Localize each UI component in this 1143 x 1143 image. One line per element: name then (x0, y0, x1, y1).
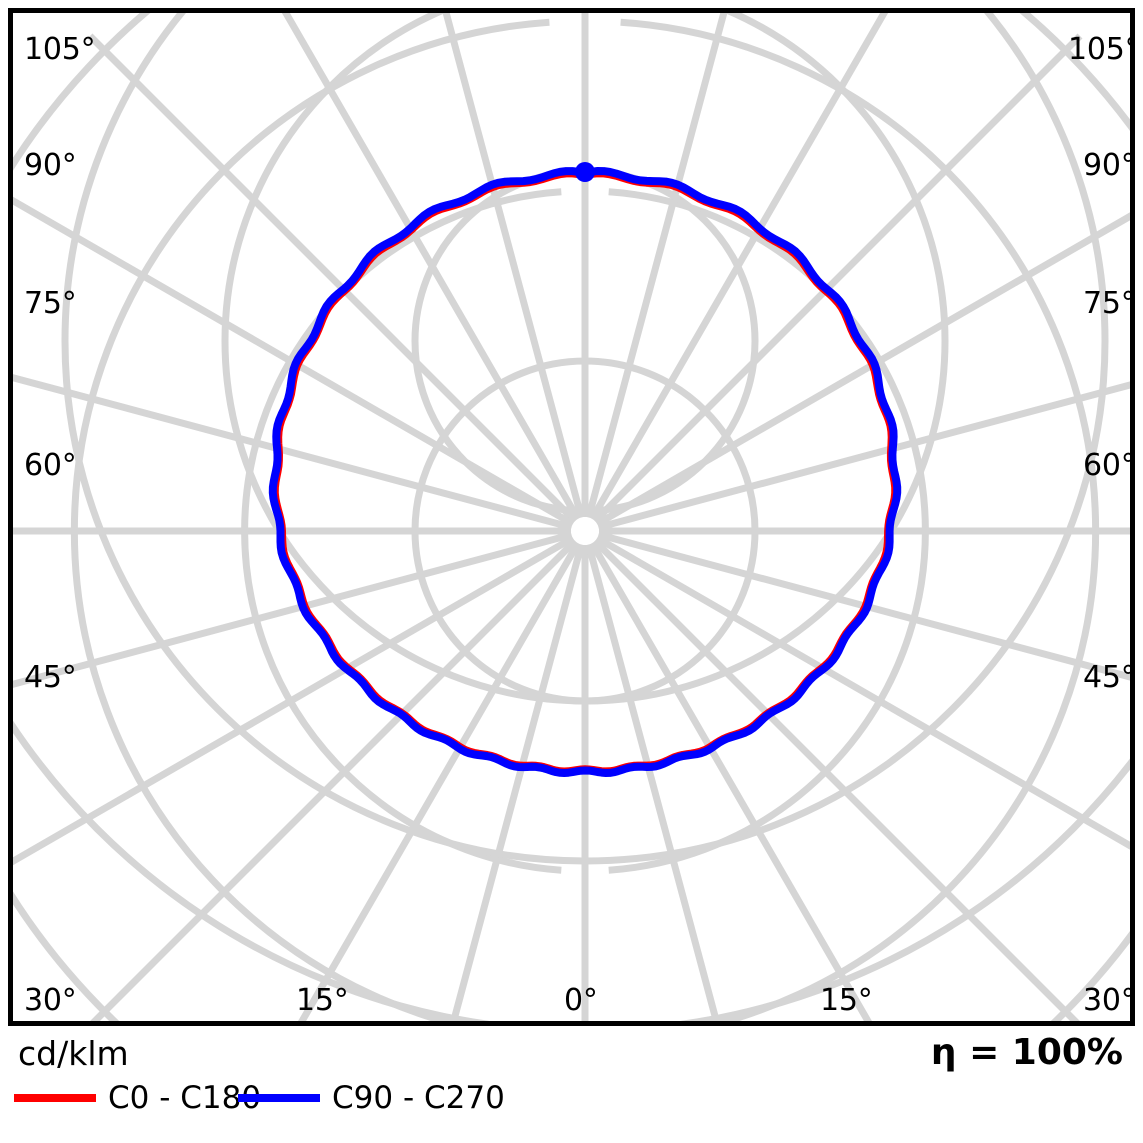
grid-spoke (592, 538, 1080, 1021)
grid-spoke (595, 534, 1130, 850)
grid-spoke (450, 543, 585, 1021)
tick-label-right-3: 60° (1083, 448, 1135, 483)
legend-swatch-blue (238, 1094, 320, 1102)
curve-c90-c270 (268, 167, 902, 777)
peak-marker-dot (575, 162, 595, 182)
distribution-curves (268, 167, 902, 777)
grid-spoke (87, 33, 578, 524)
grid-spoke (13, 531, 573, 688)
grid-spoke (597, 531, 1130, 681)
tick-label-bottom-2: 15° (820, 983, 873, 1018)
legend-swatch-red (14, 1094, 96, 1102)
grid-spoke (90, 538, 578, 1021)
efficiency-label: η = 100% (930, 1032, 1123, 1073)
grid-spoke (585, 543, 720, 1021)
tick-label-right-0: 105° (1068, 32, 1135, 67)
polar-grid (13, 13, 1130, 1021)
tick-label-bottom-0: 15° (296, 983, 349, 1018)
tick-label-right-4: 45° (1083, 660, 1135, 695)
tick-label-left-4: 45° (24, 660, 77, 695)
grid-latitude-arc (61, 13, 1109, 865)
grid-spoke (592, 33, 1083, 524)
tick-label-left-2: 75° (24, 286, 77, 321)
tick-label-bottom-1: 0° (564, 983, 598, 1018)
legend-item-c90-c270: C90 - C270 (238, 1078, 505, 1118)
grid-spoke (13, 534, 575, 866)
legend-area: cd/klm η = 100% C0 - C180 C90 - C270 (0, 1026, 1143, 1143)
grid-spoke (588, 541, 872, 1021)
legend-label-c90-c270: C90 - C270 (332, 1080, 505, 1116)
grid-spoke (588, 13, 889, 521)
grid-spoke (281, 13, 582, 521)
grid-spoke (298, 541, 582, 1021)
tick-label-right-2: 75° (1083, 286, 1135, 321)
polar-plot-frame: 105° 90° 75° 60° 45° 30° 105° 90° 75° 60° 45° 30° 15… (8, 8, 1135, 1026)
tick-label-right-5: 30° (1083, 983, 1135, 1018)
legend-label-c0-c180: C0 - C180 (108, 1080, 262, 1116)
tick-label-left-5: 30° (24, 983, 77, 1018)
grid-ring (241, 188, 929, 874)
legend-item-c0-c180: C0 - C180 (14, 1078, 261, 1118)
tick-label-left-0: 105° (24, 32, 96, 67)
tick-label-left-3: 60° (24, 448, 77, 483)
peak-marker (575, 162, 595, 182)
grid-latitude-arc (221, 13, 949, 705)
unit-label: cd/klm (18, 1034, 129, 1073)
tick-label-right-1: 90° (1083, 148, 1135, 183)
polar-plot-canvas (13, 13, 1130, 1021)
tick-label-left-1: 90° (24, 148, 77, 183)
grid-ring (411, 357, 759, 705)
